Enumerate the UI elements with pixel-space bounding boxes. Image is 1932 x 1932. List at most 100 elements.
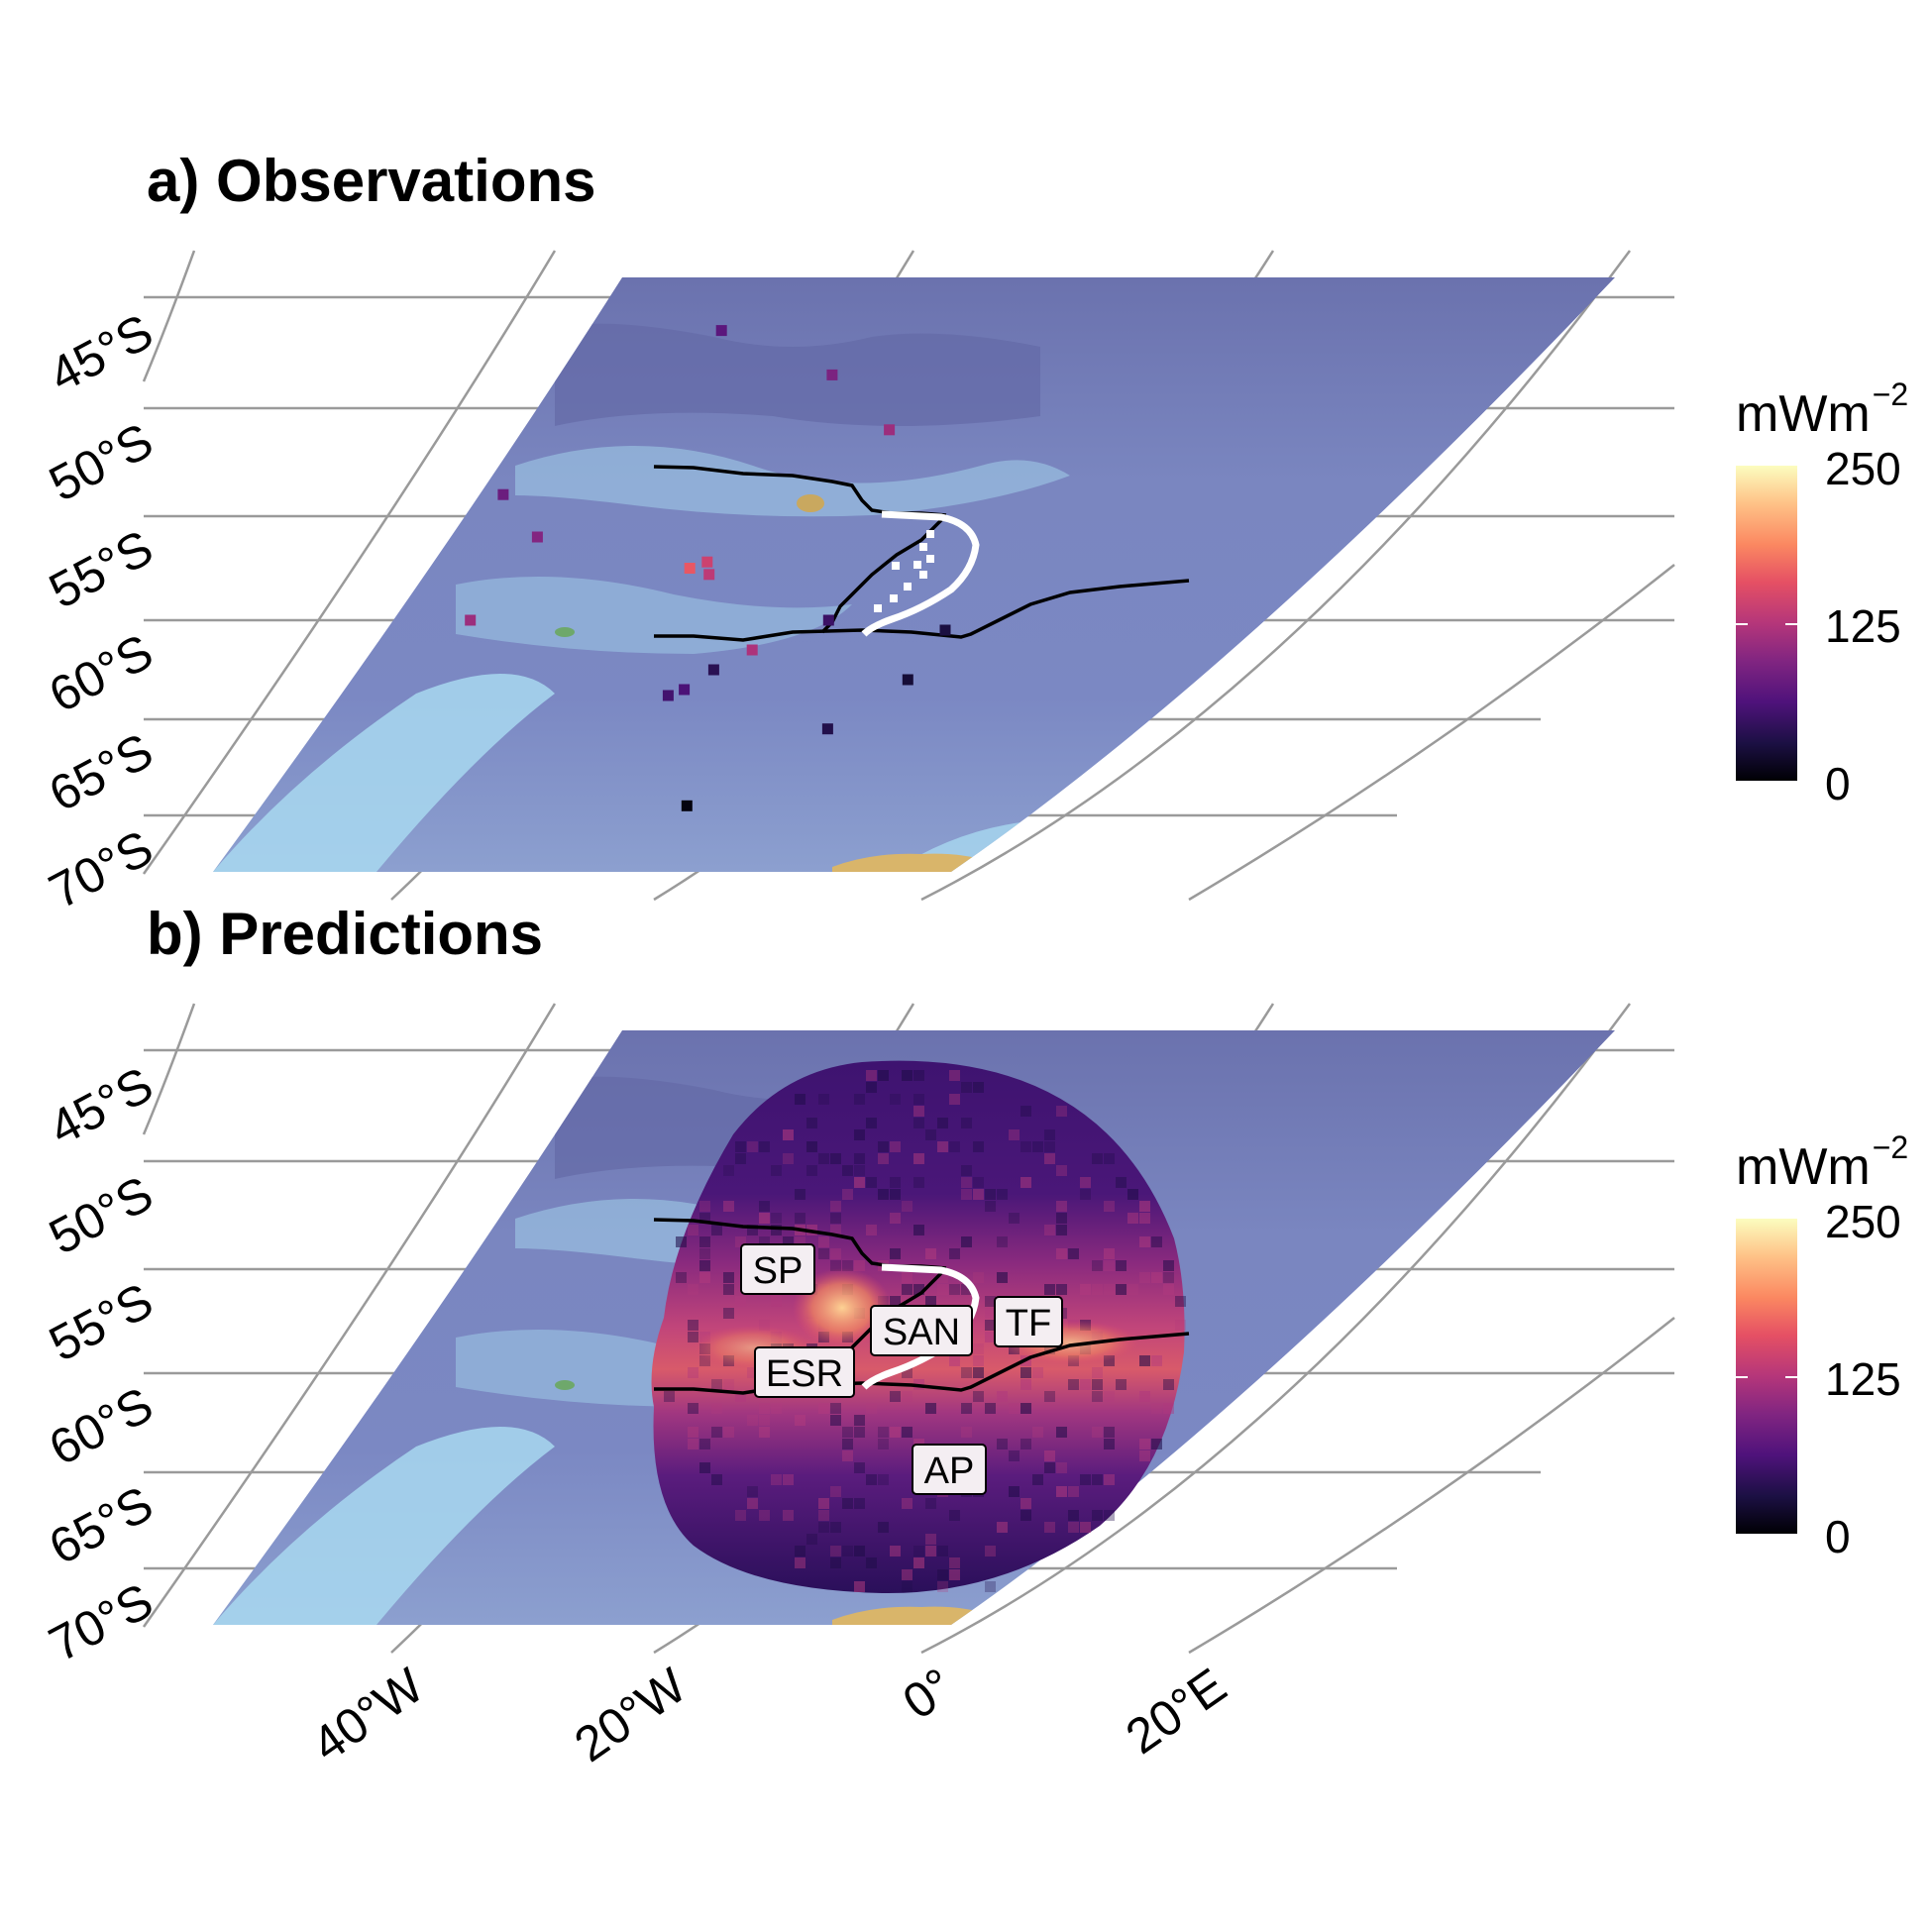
prediction-cell	[842, 1189, 853, 1200]
prediction-cell	[949, 1569, 960, 1580]
prediction-cell	[1092, 1474, 1103, 1485]
prediction-cell	[949, 1094, 960, 1105]
prediction-cell	[747, 1141, 758, 1152]
prediction-cell	[1151, 1236, 1162, 1247]
prediction-cell	[854, 1498, 865, 1509]
panel-a-title: a) Observations	[147, 148, 596, 214]
legend-b-tick-mid-left	[1736, 1376, 1748, 1378]
prediction-cell	[985, 1581, 996, 1592]
prediction-cell	[961, 1082, 972, 1093]
prediction-cell	[723, 1379, 734, 1390]
prediction-cell	[937, 1272, 948, 1283]
prediction-cell	[842, 1546, 853, 1556]
prediction-cell	[735, 1510, 746, 1521]
prediction-cell	[878, 1153, 889, 1164]
prediction-cell	[747, 1367, 758, 1378]
prediction-cell	[830, 1248, 841, 1259]
prediction-cell	[985, 1201, 996, 1212]
prediction-cell	[913, 1177, 924, 1188]
prediction-cell	[854, 1165, 865, 1176]
prediction-cell	[1044, 1450, 1055, 1461]
prediction-cell	[842, 1450, 853, 1461]
prediction-cell	[913, 1546, 924, 1556]
legend-b-label-max: 250	[1825, 1196, 1901, 1247]
prediction-cell	[688, 1284, 698, 1295]
prediction-cell	[699, 1272, 710, 1283]
prediction-cell	[759, 1427, 770, 1438]
prediction-cell	[711, 1379, 722, 1390]
prediction-cell	[783, 1236, 794, 1247]
prediction-cell	[1056, 1486, 1067, 1497]
prediction-cell	[1009, 1486, 1020, 1497]
prediction-cell	[1116, 1177, 1127, 1188]
legend-a-tick-mid-right	[1785, 623, 1797, 625]
prediction-cell	[866, 1557, 877, 1568]
panel-a-white-arc	[861, 510, 980, 637]
prediction-cell	[890, 1546, 901, 1556]
prediction-cell	[783, 1510, 794, 1521]
legend-b-exponent: −2	[1872, 1129, 1909, 1165]
prediction-cell	[1020, 1510, 1031, 1521]
legend-a-tick-mid-left	[1736, 623, 1748, 625]
prediction-cell	[961, 1367, 972, 1378]
prediction-cell	[985, 1403, 996, 1414]
prediction-cell	[1139, 1213, 1150, 1224]
prediction-cell	[1151, 1272, 1162, 1283]
prediction-cell	[913, 1118, 924, 1128]
prediction-cell	[1044, 1522, 1055, 1533]
observation-point-4	[531, 531, 543, 543]
prediction-cell	[806, 1534, 817, 1545]
region-label-ap-text: AP	[924, 1450, 975, 1492]
prediction-cell	[973, 1367, 984, 1378]
prediction-cell	[1163, 1284, 1174, 1295]
panel-a-white-dots	[874, 530, 934, 612]
prediction-cell	[759, 1141, 770, 1152]
prediction-cell	[688, 1439, 698, 1449]
prediction-cell	[985, 1332, 996, 1342]
prediction-cell	[973, 1272, 984, 1283]
prediction-cell	[878, 1522, 889, 1533]
prediction-cell	[1092, 1391, 1103, 1402]
prediction-cell	[699, 1201, 710, 1212]
prediction-cell	[1104, 1260, 1115, 1271]
prediction-cell	[688, 1427, 698, 1438]
prediction-cell	[747, 1415, 758, 1426]
prediction-cell	[699, 1260, 710, 1271]
prediction-cell	[1056, 1201, 1067, 1212]
prediction-cell	[997, 1439, 1008, 1449]
prediction-cell	[783, 1129, 794, 1140]
prediction-cell	[699, 1462, 710, 1473]
prediction-cell	[1032, 1141, 1043, 1152]
prediction-cell	[985, 1320, 996, 1331]
prediction-cell	[723, 1201, 734, 1212]
observation-point-17	[681, 800, 693, 811]
legend-a-label-max: 250	[1825, 443, 1901, 494]
prediction-cell	[878, 1189, 889, 1200]
prediction-cell	[830, 1213, 841, 1224]
prediction-cell	[1080, 1379, 1091, 1390]
prediction-cell	[1092, 1427, 1103, 1438]
prediction-cell	[902, 1201, 912, 1212]
prediction-cell	[1068, 1486, 1079, 1497]
prediction-cell	[759, 1320, 770, 1331]
prediction-cell	[759, 1201, 770, 1212]
prediction-cell	[711, 1427, 722, 1438]
prediction-cell	[688, 1320, 698, 1331]
prediction-cell	[711, 1225, 722, 1235]
prediction-cell	[1104, 1510, 1115, 1521]
prediction-cell	[937, 1284, 948, 1295]
prediction-cell	[1104, 1439, 1115, 1449]
prediction-cell	[795, 1557, 805, 1568]
prediction-cell	[937, 1141, 948, 1152]
prediction-cell	[806, 1118, 817, 1128]
prediction-cell	[902, 1581, 912, 1592]
prediction-cell	[866, 1070, 877, 1081]
prediction-cell	[1044, 1141, 1055, 1152]
prediction-cell	[937, 1118, 948, 1128]
prediction-cell	[866, 1225, 877, 1235]
prediction-cell	[902, 1272, 912, 1283]
prediction-cell	[1092, 1510, 1103, 1521]
prediction-cell	[973, 1189, 984, 1200]
prediction-cell	[818, 1510, 829, 1521]
